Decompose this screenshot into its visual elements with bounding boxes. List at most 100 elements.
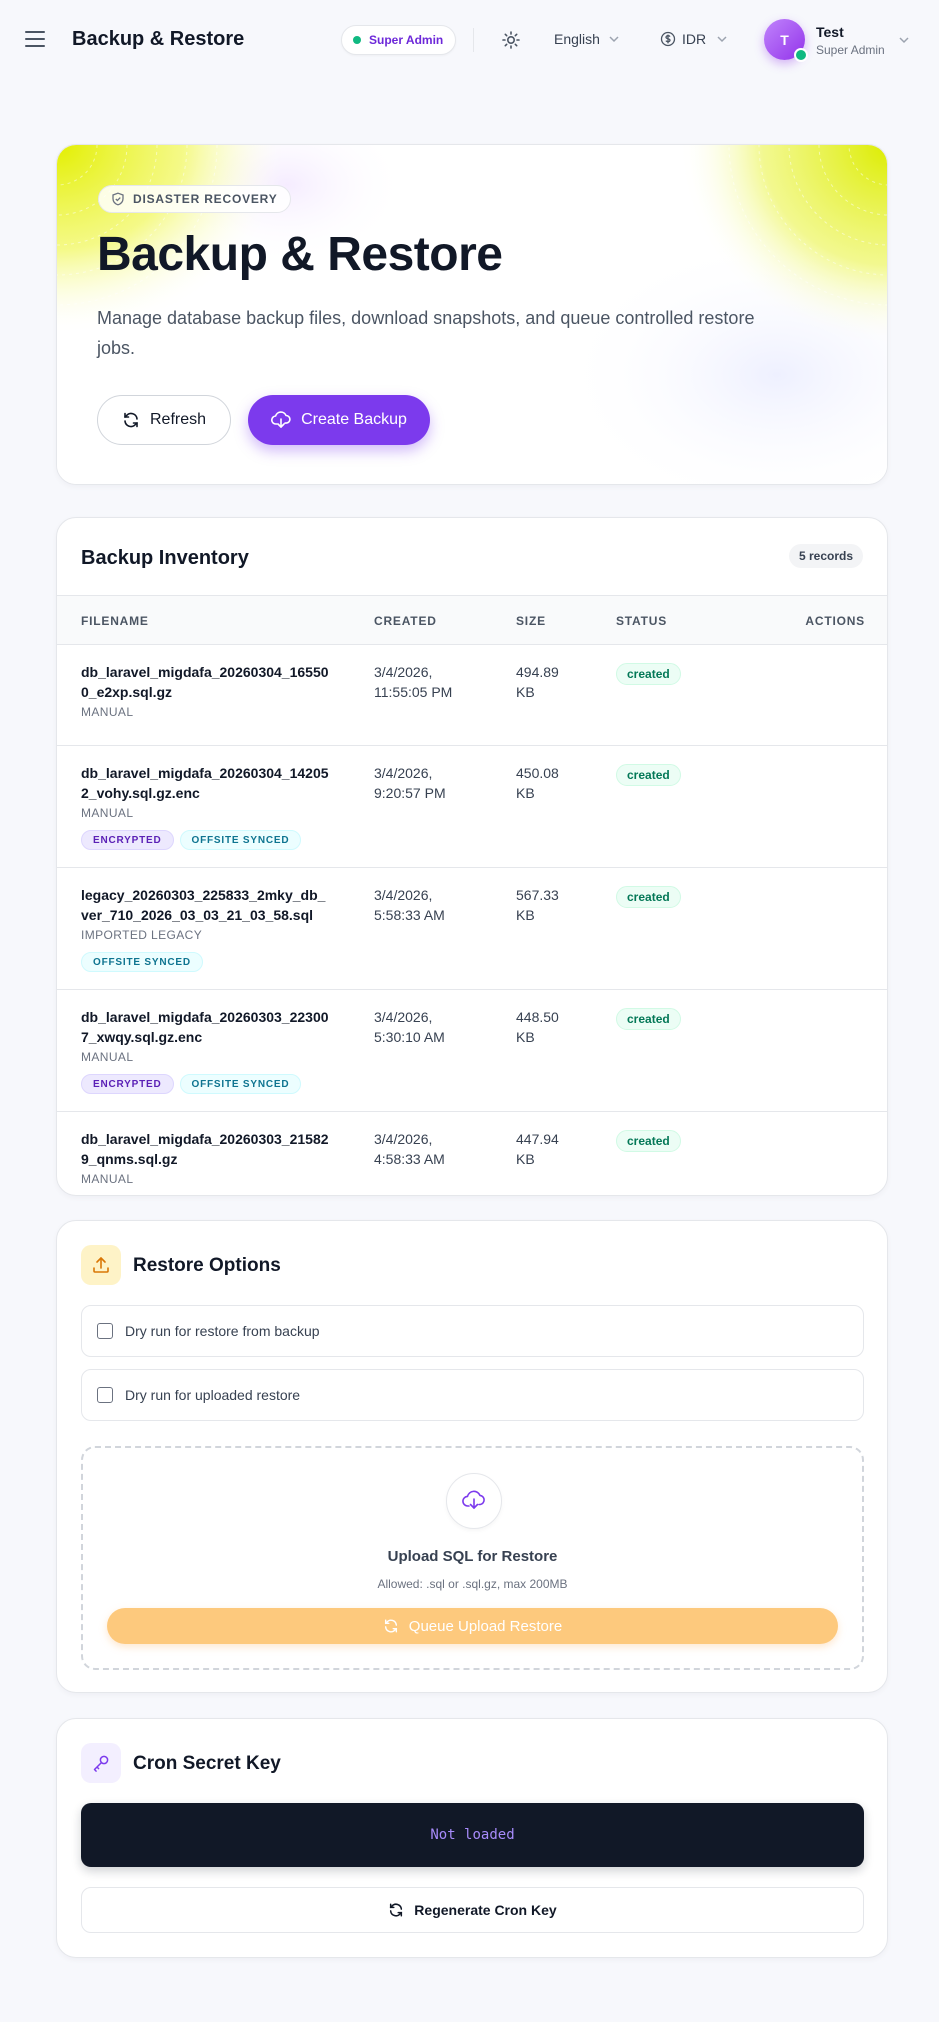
upload-dropzone[interactable]: Upload SQL for Restore Allowed: .sql or … xyxy=(81,1446,864,1670)
backup-inventory-card: Backup Inventory 5 records FILENAME CREA… xyxy=(56,517,888,1196)
restore-title: Restore Options xyxy=(133,1255,281,1276)
row-created: 3/4/2026, 5:58:33 AM xyxy=(374,887,445,923)
upload-title: Upload SQL for Restore xyxy=(387,1548,558,1565)
upload-icon xyxy=(81,1245,121,1285)
cron-secret-card: Cron Secret Key Not loaded Regenerate Cr… xyxy=(56,1718,888,1958)
chevron-down-icon xyxy=(609,36,619,43)
column-actions: ACTIONS xyxy=(805,614,865,628)
row-source: MANUAL xyxy=(81,1050,134,1064)
refresh-button[interactable]: Refresh xyxy=(97,395,231,445)
row-source: IMPORTED LEGACY xyxy=(81,928,203,942)
records-count-badge: 5 records xyxy=(788,544,863,568)
regenerate-cron-key-label: Regenerate Cron Key xyxy=(414,1902,557,1918)
language-label: English xyxy=(554,31,600,47)
row-source: MANUAL xyxy=(81,705,134,719)
dollar-circle-icon xyxy=(660,31,676,47)
dry-run-upload-option[interactable]: Dry run for uploaded restore xyxy=(81,1369,864,1421)
regenerate-cron-key-button[interactable]: Regenerate Cron Key xyxy=(81,1887,864,1933)
dry-run-backup-option[interactable]: Dry run for restore from backup xyxy=(81,1305,864,1357)
row-filename: db_laravel_migdafa_20260303_223007_xwqy.… xyxy=(81,1009,329,1045)
encrypted-tag: ENCRYPTED xyxy=(81,1074,174,1094)
refresh-icon xyxy=(384,1619,397,1633)
row-created: 3/4/2026, 4:58:33 AM xyxy=(374,1131,445,1167)
dry-run-backup-checkbox[interactable] xyxy=(97,1323,113,1339)
row-size: 567.33 KB xyxy=(516,887,559,923)
user-name: Test xyxy=(816,24,844,40)
inventory-title: Backup Inventory xyxy=(81,547,249,569)
column-filename: FILENAME xyxy=(81,614,149,628)
encrypted-tag: ENCRYPTED xyxy=(81,830,174,850)
currency-selector[interactable]: IDR xyxy=(660,31,728,47)
page-description: Manage database backup files, download s… xyxy=(97,308,755,358)
dry-run-backup-label: Dry run for restore from backup xyxy=(125,1323,320,1339)
cloud-download-icon xyxy=(271,411,291,428)
row-source: MANUAL xyxy=(81,806,134,820)
refresh-icon xyxy=(390,1903,403,1917)
chevron-down-icon[interactable] xyxy=(898,34,910,46)
status-badge: created xyxy=(616,1130,681,1152)
currency-label: IDR xyxy=(682,31,707,47)
status-badge: created xyxy=(616,886,681,908)
queue-upload-restore-button[interactable]: Queue Upload Restore xyxy=(107,1608,838,1644)
row-tags: ENCRYPTED OFFSITE SYNCED xyxy=(81,1074,302,1094)
shield-check-icon xyxy=(112,192,124,206)
page-title: Backup & Restore xyxy=(97,228,503,281)
cron-key-display: Not loaded xyxy=(81,1803,864,1867)
status-badge: created xyxy=(616,764,681,786)
table-row[interactable]: db_laravel_migdafa_20260303_223007_xwqy.… xyxy=(57,990,887,1112)
row-filename: db_laravel_migdafa_20260303_215829_qnms.… xyxy=(81,1131,329,1167)
app-title: Backup & Restore xyxy=(72,28,245,50)
table-row[interactable]: db_laravel_migdafa_20260303_215829_qnms.… xyxy=(57,1112,887,1195)
column-status: STATUS xyxy=(616,614,668,628)
user-role: Super Admin xyxy=(816,43,885,57)
restore-options-card: Restore Options Dry run for restore from… xyxy=(56,1220,888,1693)
menu-icon[interactable] xyxy=(25,31,45,47)
dry-run-upload-checkbox[interactable] xyxy=(97,1387,113,1403)
key-icon xyxy=(81,1743,121,1783)
row-size: 494.89 KB xyxy=(516,664,559,700)
top-bar: Backup & Restore Super Admin English IDR… xyxy=(0,0,939,80)
offsite-synced-tag: OFFSITE SYNCED xyxy=(179,1074,302,1094)
avatar-initial: T xyxy=(780,31,789,48)
row-filename: db_laravel_migdafa_20260304_142052_vohy.… xyxy=(81,765,329,801)
badge-label: DISASTER RECOVERY xyxy=(133,192,278,206)
upload-hint: Allowed: .sql or .sql.gz, max 200MB xyxy=(377,1577,568,1591)
divider xyxy=(473,28,474,52)
column-size: SIZE xyxy=(516,614,546,628)
row-size: 448.50 KB xyxy=(516,1009,559,1045)
chevron-down-icon xyxy=(717,36,727,43)
row-created: 3/4/2026, 5:30:10 AM xyxy=(374,1009,445,1045)
row-tags: OFFSITE SYNCED xyxy=(81,952,203,972)
row-filename: db_laravel_migdafa_20260304_165500_e2xp.… xyxy=(81,664,329,700)
role-badge: Super Admin xyxy=(341,25,457,55)
refresh-label: Refresh xyxy=(149,411,207,428)
dry-run-upload-label: Dry run for uploaded restore xyxy=(125,1387,301,1403)
row-filename: legacy_20260303_225833_2mky_db_ver_710_2… xyxy=(81,887,326,923)
sun-icon[interactable] xyxy=(501,30,521,50)
row-tags: ENCRYPTED OFFSITE SYNCED xyxy=(81,830,302,850)
row-created: 3/4/2026, 11:55:05 PM xyxy=(374,664,453,700)
cloud-upload-icon[interactable] xyxy=(446,1473,502,1529)
create-backup-button[interactable]: Create Backup xyxy=(248,395,430,445)
column-created: CREATED xyxy=(374,614,437,628)
row-size: 447.94 KB xyxy=(516,1131,559,1167)
language-selector[interactable]: English xyxy=(554,31,620,47)
offsite-synced-tag: OFFSITE SYNCED xyxy=(81,952,203,972)
table-row[interactable]: legacy_20260303_225833_2mky_db_ver_710_2… xyxy=(57,868,887,990)
table-row[interactable]: db_laravel_migdafa_20260304_165500_e2xp.… xyxy=(57,645,887,746)
table-header: FILENAME CREATED SIZE STATUS ACTIONS xyxy=(57,595,887,645)
status-dot-icon xyxy=(353,36,361,44)
row-size: 450.08 KB xyxy=(516,765,559,801)
create-backup-label: Create Backup xyxy=(301,411,407,428)
table-row[interactable]: db_laravel_migdafa_20260304_142052_vohy.… xyxy=(57,746,887,868)
role-badge-label: Super Admin xyxy=(369,33,444,47)
cron-title: Cron Secret Key xyxy=(133,1753,281,1774)
disaster-recovery-badge: DISASTER RECOVERY xyxy=(98,185,291,213)
online-indicator xyxy=(794,48,808,62)
offsite-synced-tag: OFFSITE SYNCED xyxy=(179,830,302,850)
hero-card: DISASTER RECOVERY Backup & Restore Manag… xyxy=(56,144,888,485)
queue-upload-restore-label: Queue Upload Restore xyxy=(408,1617,563,1635)
status-badge: created xyxy=(616,1008,681,1030)
status-badge: created xyxy=(616,663,681,685)
avatar[interactable]: T xyxy=(764,19,808,62)
